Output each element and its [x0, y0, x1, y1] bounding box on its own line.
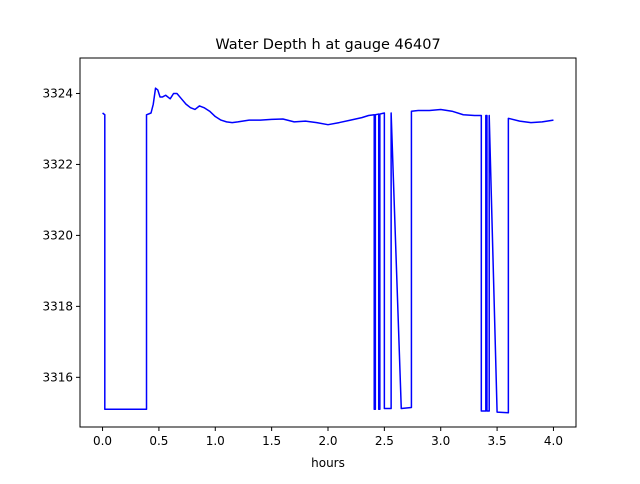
- x-tick-label: 3.5: [488, 434, 507, 448]
- x-tick-label: 1.5: [262, 434, 281, 448]
- y-tick-label: 3318: [42, 299, 73, 313]
- x-tick-label: 3.0: [431, 434, 450, 448]
- x-tick-label: 0.5: [149, 434, 168, 448]
- series-line-0: [102, 87, 554, 414]
- y-tick-label: 3320: [42, 228, 73, 242]
- x-tick-label: 4.0: [544, 434, 563, 448]
- y-axis: 3316 3318 3320 3322 3324: [42, 86, 80, 384]
- x-axis: 0.0 0.5 1.0 1.5 2.0 2.5 3.0 3.5 4.0: [93, 427, 563, 448]
- x-axis-label: hours: [311, 456, 345, 470]
- x-tick-label: 2.5: [375, 434, 394, 448]
- x-tick-label: 2.0: [318, 434, 337, 448]
- y-tick-label: 3316: [42, 370, 73, 384]
- y-tick-label: 3322: [42, 157, 73, 171]
- x-tick-label: 0.0: [93, 434, 112, 448]
- y-tick-label: 3324: [42, 86, 73, 100]
- chart-title: Water Depth h at gauge 46407: [215, 37, 440, 53]
- plot-area: [102, 87, 554, 414]
- axes-frame: [79, 57, 577, 428]
- x-tick-label: 1.0: [206, 434, 225, 448]
